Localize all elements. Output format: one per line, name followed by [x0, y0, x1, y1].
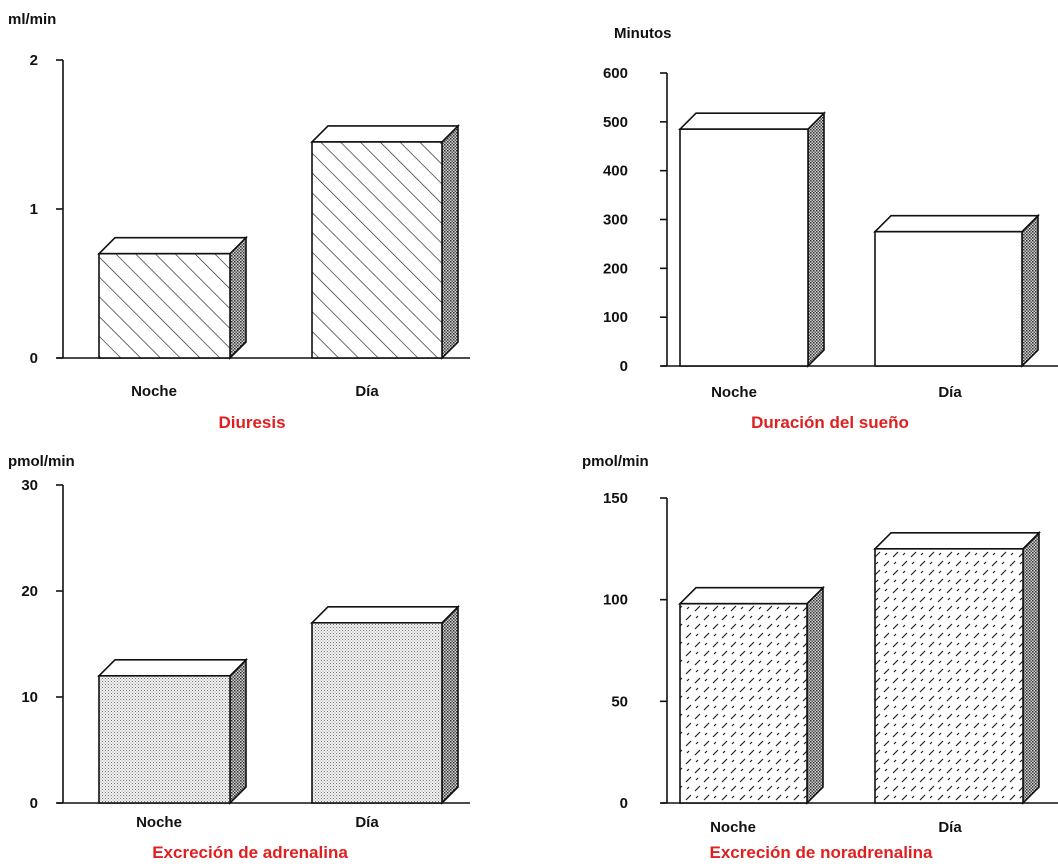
bar-front-face [312, 623, 442, 803]
bar-side-face [442, 126, 458, 358]
bar-dia [875, 533, 1039, 803]
y-tick-label: 20 [21, 583, 38, 600]
x-category-label: Noche [711, 384, 757, 401]
bar-dia [312, 607, 458, 803]
bar-front-face [875, 549, 1023, 803]
y-axis-label: pmol/min [582, 453, 649, 470]
bar-side-face [230, 238, 246, 358]
bar-noche [680, 588, 823, 803]
bar-noche [99, 660, 246, 803]
y-tick-label: 0 [620, 358, 628, 375]
bar-top-face [875, 533, 1039, 549]
bar-dia [875, 216, 1038, 366]
bar-top-face [99, 238, 246, 254]
bar-noche [99, 238, 246, 358]
bar-top-face [312, 607, 458, 623]
y-tick-label: 600 [603, 65, 628, 82]
bar-side-face [230, 660, 246, 803]
bar-front-face [99, 254, 230, 358]
y-tick-label: 1 [30, 201, 38, 218]
chart-title: Duración del sueño [751, 413, 909, 432]
y-axis-label: Minutos [614, 25, 672, 42]
y-tick-label: 100 [603, 309, 628, 326]
y-tick-label: 0 [620, 795, 628, 812]
x-category-label: Noche [131, 383, 177, 400]
y-tick-label: 2 [30, 52, 38, 69]
chart-3: pmol/min 0 10 20 30 Noche Día Excreción de adre… [8, 453, 470, 862]
bar-side-face [1022, 216, 1038, 366]
chart-title: Excreción de noradrenalina [710, 843, 934, 862]
y-tick-label: 100 [603, 592, 628, 609]
x-category-label: Día [355, 814, 379, 831]
x-category-label: Día [938, 819, 962, 836]
y-axis-label: pmol/min [8, 453, 75, 470]
bar-front-face [680, 129, 808, 366]
bar-side-face [442, 607, 458, 803]
y-tick-label: 200 [603, 260, 628, 277]
bar-side-face [1023, 533, 1039, 803]
x-category-label: Noche [136, 814, 182, 831]
bar-top-face [680, 113, 824, 129]
bar-top-face [875, 216, 1038, 232]
chart-1: ml/min 0 1 2 Noche Día Diuresis [8, 11, 470, 432]
bar-noche [680, 113, 824, 366]
y-tick-label: 300 [603, 212, 628, 229]
bar-top-face [680, 588, 823, 604]
x-category-label: Día [355, 383, 379, 400]
chart-2: Minutos 0 100 200 300 400 500 600 Noche Día Duraci… [603, 25, 1058, 432]
bar-front-face [99, 676, 230, 803]
bar-top-face [99, 660, 246, 676]
y-tick-label: 10 [21, 689, 38, 706]
y-axis-label: ml/min [8, 11, 56, 28]
bar-front-face [875, 232, 1022, 366]
x-category-label: Noche [710, 819, 756, 836]
bar-dia [312, 126, 458, 358]
y-tick-label: 30 [21, 477, 38, 494]
bar-front-face [680, 604, 807, 803]
bar-side-face [808, 113, 824, 366]
y-tick-label: 500 [603, 114, 628, 131]
bar-side-face [807, 588, 823, 803]
y-tick-label: 400 [603, 163, 628, 180]
bar-top-face [312, 126, 458, 142]
y-tick-label: 150 [603, 490, 628, 507]
chart-title: Diuresis [218, 413, 285, 432]
y-tick-label: 0 [30, 795, 38, 812]
y-tick-label: 50 [611, 693, 628, 710]
chart-title: Excreción de adrenalina [152, 843, 348, 862]
y-tick-label: 0 [30, 350, 38, 367]
x-category-label: Día [938, 384, 962, 401]
bar-front-face [312, 142, 442, 358]
